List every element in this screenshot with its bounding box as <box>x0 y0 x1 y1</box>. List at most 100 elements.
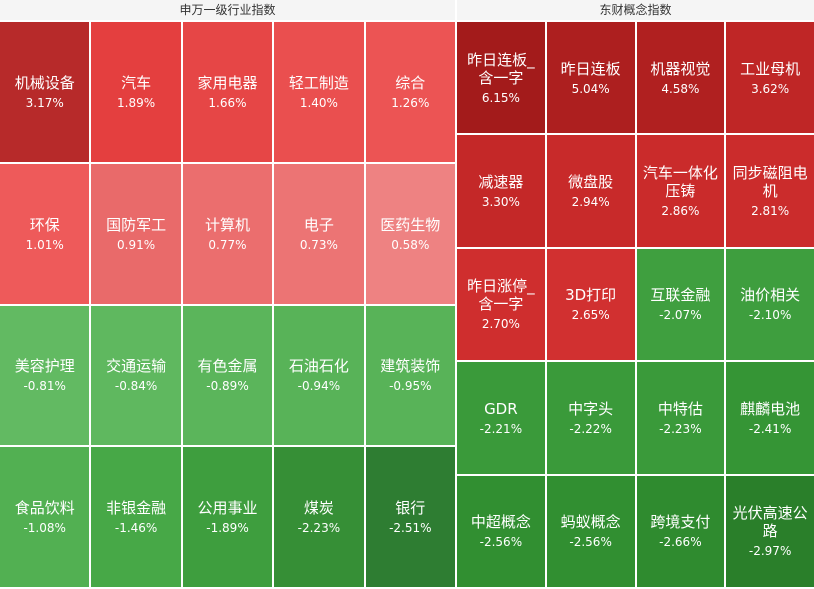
tile: 环保 1.01% <box>0 163 90 304</box>
tile-name: 昨日连板 <box>560 59 621 78</box>
tile: 家用电器 1.66% <box>182 22 273 162</box>
tile-change: 1.40% <box>299 95 338 110</box>
tile-name: 互联金融 <box>650 286 711 305</box>
tile: 计算机 0.77% <box>182 163 273 304</box>
tile-change: 6.15% <box>481 90 520 105</box>
tile: 电子 0.73% <box>274 163 364 304</box>
tile-name: 有色金属 <box>197 357 258 376</box>
tile-name: 电子 <box>303 215 334 234</box>
tile-change: 2.70% <box>481 317 520 332</box>
tile: 3D打印 2.65% <box>546 248 635 361</box>
tile-name: 计算机 <box>204 215 250 234</box>
tile-name: 蚂蚁概念 <box>560 513 621 532</box>
tile-change: 1.66% <box>208 95 247 110</box>
tile-name: 麒麟电池 <box>740 399 801 418</box>
tile: 机器视觉 4.58% <box>636 22 725 134</box>
tile: 医药生物 0.58% <box>365 163 455 304</box>
tile-name: 银行 <box>395 499 426 518</box>
tile: 国防军工 0.91% <box>91 163 181 304</box>
tile: 石油石化 -0.94% <box>274 305 364 446</box>
tile-change: -1.89% <box>206 521 249 536</box>
tile-change: -0.84% <box>114 379 158 394</box>
tile-change: -2.23% <box>659 421 702 436</box>
tile-name: 油价相关 <box>740 286 801 305</box>
tile-change: 0.77% <box>208 237 247 252</box>
tile-change: -2.56% <box>569 535 612 550</box>
tile-name: 减速器 <box>478 173 524 192</box>
tile-name: 中字头 <box>568 399 614 418</box>
tile-name: 中特估 <box>657 399 703 418</box>
tile: 微盘股 2.94% <box>546 135 635 247</box>
tile-change: -2.97% <box>748 544 792 559</box>
tile-name: 医药生物 <box>380 215 441 234</box>
tile-change: -2.56% <box>479 535 523 550</box>
tile-name: 环保 <box>29 215 60 234</box>
tile-change: -0.81% <box>23 379 66 394</box>
tile: 中特估 -2.23% <box>636 362 725 474</box>
tile: 公用事业 -1.89% <box>182 447 273 587</box>
tile-name: 昨日连板_含一字 <box>467 50 535 87</box>
tile-change: -2.07% <box>659 308 702 323</box>
tile-change: -0.95% <box>389 379 432 394</box>
tile-change: 3.30% <box>481 195 520 210</box>
panel-title: 东财概念指数 <box>457 0 814 20</box>
tile-change: -1.08% <box>23 521 66 536</box>
tile-change: -2.21% <box>479 421 523 436</box>
tile: 同步磁阻电机 2.81% <box>726 135 814 247</box>
tile-change: -0.94% <box>297 379 341 394</box>
tile: 互联金融 -2.07% <box>636 248 725 361</box>
tile: 昨日连板 5.04% <box>546 22 635 134</box>
tile: 麒麟电池 -2.41% <box>726 362 814 474</box>
tile-name: 交通运输 <box>106 357 167 376</box>
tile: 食品饮料 -1.08% <box>0 447 90 587</box>
tile-change: -2.41% <box>748 421 792 436</box>
tile-name: 非银金融 <box>106 499 167 518</box>
tile-name: 轻工制造 <box>288 73 349 92</box>
tile-name: 石油石化 <box>288 357 349 376</box>
tile-name: 汽车 <box>121 73 152 92</box>
tile-change: 1.26% <box>391 95 430 110</box>
tile-change: -2.23% <box>297 521 341 536</box>
tile-name: 跨境支付 <box>650 513 711 532</box>
tile-change: 1.01% <box>25 237 64 252</box>
tile-name: 煤炭 <box>303 499 334 518</box>
tile: 综合 1.26% <box>365 22 455 162</box>
tile-name: 昨日涨停_含一字 <box>467 277 535 314</box>
tile: 机械设备 3.17% <box>0 22 90 162</box>
tile-change: 2.86% <box>661 204 700 219</box>
tile: 汽车一体化压铸 2.86% <box>636 135 725 247</box>
tile-name: 家用电器 <box>197 73 258 92</box>
tile: 美容护理 -0.81% <box>0 305 90 446</box>
tile-name: 中超概念 <box>470 513 531 532</box>
tile: 中超概念 -2.56% <box>457 475 545 587</box>
tile-name: 汽车一体化压铸 <box>642 164 718 201</box>
tile-change: -2.66% <box>659 535 702 550</box>
tile: 非银金融 -1.46% <box>91 447 181 587</box>
tile-change: 2.94% <box>571 195 610 210</box>
tile: 汽车 1.89% <box>91 22 181 162</box>
tile-name: 机器视觉 <box>650 59 711 78</box>
tile: 中字头 -2.22% <box>546 362 635 474</box>
panel-title: 申万一级行业指数 <box>0 0 455 20</box>
tile: 银行 -2.51% <box>365 447 455 587</box>
tile-change: 0.73% <box>299 237 338 252</box>
tile-name: 光伏高速公路 <box>732 504 808 541</box>
tile-name: GDR <box>484 399 518 418</box>
tile-change: 0.58% <box>391 237 430 252</box>
tile-change: 3.62% <box>751 81 790 96</box>
tile-name: 食品饮料 <box>14 499 75 518</box>
tile: 轻工制造 1.40% <box>274 22 364 162</box>
tile-name: 微盘股 <box>568 173 614 192</box>
tile-change: 1.89% <box>117 95 156 110</box>
tile-change: 0.91% <box>117 237 156 252</box>
tile: 跨境支付 -2.66% <box>636 475 725 587</box>
tile: GDR -2.21% <box>457 362 545 474</box>
tile: 油价相关 -2.10% <box>726 248 814 361</box>
tile-name: 建筑装饰 <box>380 357 441 376</box>
tile-change: 2.81% <box>751 204 790 219</box>
tile-name: 美容护理 <box>14 357 75 376</box>
tile-change: 5.04% <box>571 81 610 96</box>
tile: 蚂蚁概念 -2.56% <box>546 475 635 587</box>
tile: 减速器 3.30% <box>457 135 545 247</box>
